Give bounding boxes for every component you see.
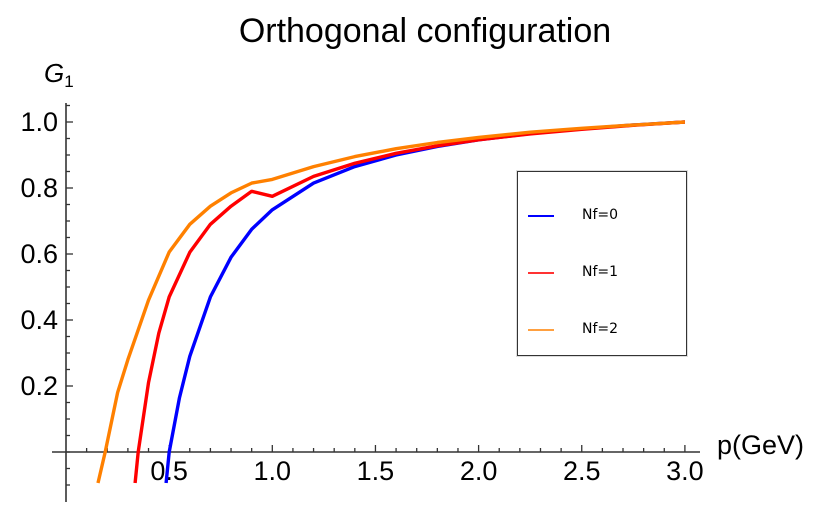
y-tick-label: 0.8 (20, 173, 58, 203)
y-tick-label: 0.6 (20, 239, 58, 269)
chart-title: Orthogonal configuration (238, 12, 612, 50)
y-tick-label: 0.4 (20, 305, 58, 335)
y-tick-label: 1.0 (20, 107, 58, 137)
legend-item-nf0: Nf=0 (518, 206, 686, 226)
legend-label: Nf=0 (582, 207, 619, 223)
x-tick-label: 1.5 (356, 456, 395, 486)
x-axis-label: p(GeV) (717, 430, 805, 460)
legend-swatch (528, 329, 554, 331)
legend-item-nf2: Nf=2 (518, 320, 686, 340)
x-tick-label: 1.0 (253, 456, 292, 486)
series-line-nf2 (96, 120, 685, 484)
legend: Nf=0 Nf=1 Nf=2 (517, 171, 687, 356)
x-tick-label: 3.0 (666, 456, 704, 486)
x-tick-label: 2.5 (562, 456, 601, 486)
legend-label: Nf=2 (582, 321, 619, 337)
legend-label: Nf=1 (582, 264, 619, 280)
x-tick-label: 2.0 (459, 456, 498, 486)
legend-item-nf1: Nf=1 (518, 263, 686, 283)
legend-swatch (528, 215, 554, 217)
y-tick-label: 0.2 (20, 371, 58, 401)
y-axis-label: G1 (44, 58, 74, 91)
legend-swatch (528, 272, 554, 274)
